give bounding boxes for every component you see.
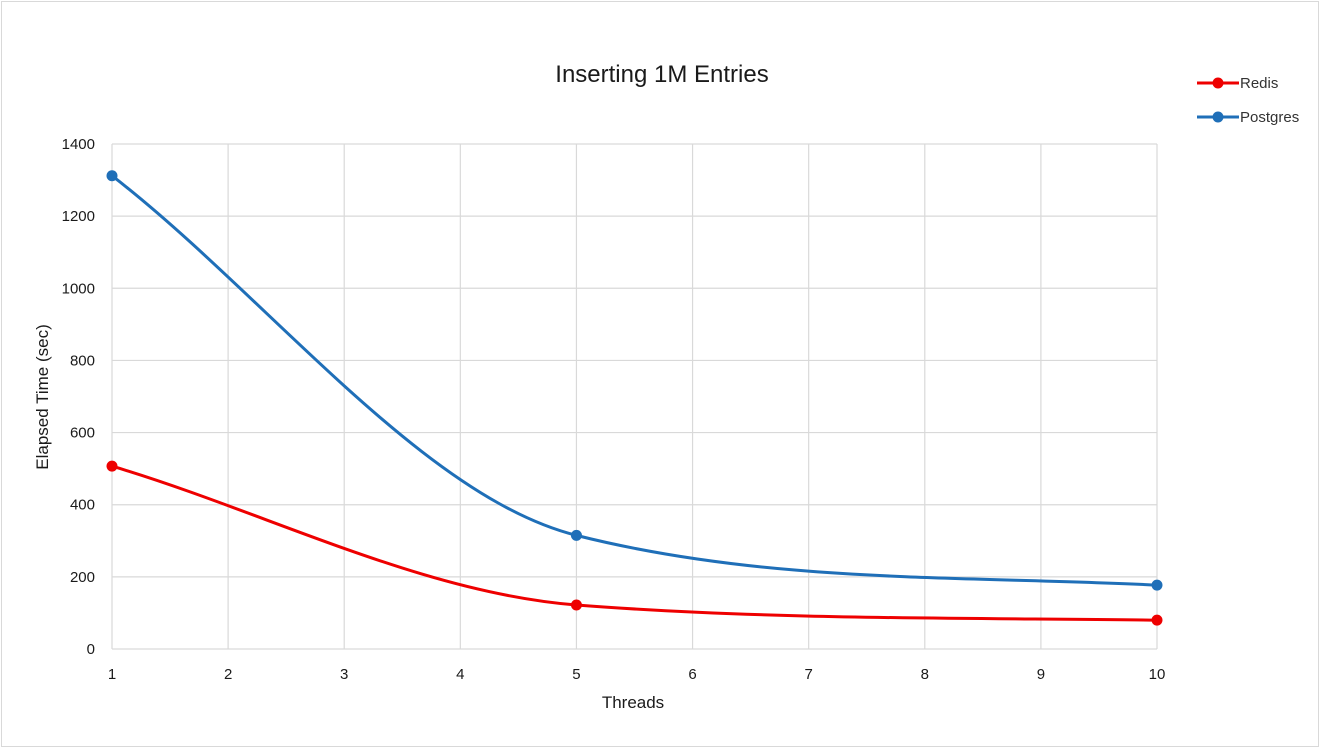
y-tick-label: 1000 xyxy=(62,280,95,297)
data-point-postgres xyxy=(106,170,118,182)
data-point-redis xyxy=(106,460,118,472)
x-axis-label: Threads xyxy=(602,693,664,712)
data-point-postgres xyxy=(570,529,582,541)
data-point-redis xyxy=(570,599,582,611)
y-tick-label: 800 xyxy=(70,352,95,369)
x-tick-label: 6 xyxy=(688,666,696,683)
x-tick-label: 10 xyxy=(1149,666,1166,683)
x-tick-label: 2 xyxy=(224,666,232,683)
series-lines xyxy=(111,174,1158,622)
y-tick-label: 1200 xyxy=(62,208,95,225)
x-tick-label: 9 xyxy=(1037,666,1045,683)
y-tick-label: 400 xyxy=(70,497,95,514)
x-axis-ticks: 1 2 3 4 5 6 7 8 9 10 xyxy=(108,666,1166,683)
data-point-redis xyxy=(1151,614,1163,626)
y-axis-label: Elapsed Time (sec) xyxy=(33,324,52,470)
series-markers xyxy=(106,170,1163,626)
x-tick-label: 3 xyxy=(340,666,348,683)
grid xyxy=(111,143,1158,650)
y-tick-label: 0 xyxy=(87,641,95,658)
x-tick-label: 1 xyxy=(108,666,116,683)
y-tick-label: 1400 xyxy=(62,136,95,153)
y-tick-label: 600 xyxy=(70,425,95,442)
x-tick-label: 7 xyxy=(804,666,812,683)
legend: Redis Postgres xyxy=(1197,75,1299,126)
data-point-postgres xyxy=(1151,579,1163,591)
legend-item-postgres: Postgres xyxy=(1197,109,1299,126)
y-axis-ticks: 0 200 400 600 800 1000 1200 1400 xyxy=(62,136,95,658)
legend-label-postgres: Postgres xyxy=(1240,109,1299,126)
legend-label-redis: Redis xyxy=(1240,75,1278,92)
x-tick-label: 4 xyxy=(456,666,464,683)
series-line-postgres xyxy=(111,174,1158,587)
legend-item-redis: Redis xyxy=(1197,75,1278,92)
chart-title: Inserting 1M Entries xyxy=(555,61,768,88)
y-tick-label: 200 xyxy=(70,569,95,586)
legend-marker-postgres xyxy=(1212,111,1224,123)
legend-marker-redis xyxy=(1212,77,1224,89)
series-line-redis xyxy=(111,464,1158,622)
x-tick-label: 5 xyxy=(572,666,580,683)
x-tick-label: 8 xyxy=(921,666,929,683)
